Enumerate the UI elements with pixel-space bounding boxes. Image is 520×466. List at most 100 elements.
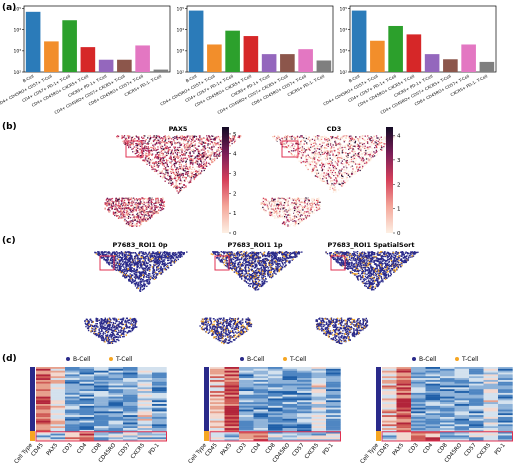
cell-dot [308,209,310,211]
cell-dot [357,154,359,157]
cell-dot [293,207,295,209]
cell-dot [162,197,164,199]
cell-dot [131,209,134,212]
cell-dot [359,169,361,172]
cell-dot [334,149,336,152]
cell-dot [313,135,315,137]
cell-dot [362,148,365,150]
cell-dot [117,217,120,219]
cell-dot [169,181,171,183]
cell-dot [123,207,125,209]
cell-dot [313,155,316,157]
cell-dot [328,171,330,173]
cell-dot [189,151,191,153]
cell-dot [185,137,187,140]
cell-dot [137,204,140,206]
cell-dot [368,137,370,139]
cell-dot [333,169,335,171]
cell-dot [138,142,140,144]
cell-dot [283,223,286,226]
cell-dot [282,215,284,217]
cell-dot [136,261,139,263]
colorbar-tick-label: 4 [233,152,237,158]
cell-dot [161,208,164,211]
cell-dot [185,185,187,187]
cell-dot [330,149,332,151]
cell-dot [214,138,216,141]
cell-dot [305,217,307,220]
cell-dot [199,149,202,151]
cell-dot [314,155,316,157]
cell-dot [313,153,316,155]
cell-dot [352,158,354,160]
cell-dot [184,139,187,142]
cell-dot [312,164,314,166]
cell-dot [342,176,344,178]
cell-dot [304,151,306,154]
cell-dot [160,157,162,160]
cell-dot [332,191,335,193]
cell-dot [140,155,142,157]
cell-dot [300,143,302,145]
cell-dot [303,155,305,157]
cell-dot [283,136,286,138]
colorbar-tick-label: 0 [233,231,237,237]
cell-dot [149,278,151,281]
cell-dot [143,258,145,260]
cell-dot [323,169,325,171]
cell-dot [287,198,289,200]
cell-dot [135,225,137,227]
cell-dot [121,212,123,214]
cell-dot [380,148,382,151]
cell-dot [314,142,316,144]
cell-dot [159,170,161,173]
cell-dot [179,173,181,175]
cell-dot [274,197,277,199]
cell-dot [301,139,303,141]
cell-dot [308,200,310,202]
cell-dot [307,157,309,159]
cell-dot [293,147,295,150]
cell-dot [184,154,186,156]
cell-dot [338,150,340,152]
cell-dot [176,153,178,155]
cell-dot [144,135,146,137]
cell-dot [149,208,151,210]
cell-dot [211,149,213,151]
cell-dot [273,200,276,202]
cell-dot [127,268,129,270]
cell-dot [332,187,335,189]
cell-dot [146,153,148,155]
cell-dot [151,206,153,208]
cell-dot [199,136,201,138]
cell-dot [136,147,138,149]
cell-dot [279,210,281,212]
cell-dot [318,139,320,141]
cell-dot [161,271,164,273]
cell-dot [314,147,316,149]
cell-dot [351,161,353,163]
cell-dot [137,207,139,209]
cell-dot [302,150,304,152]
cell-dot [322,151,324,153]
cell-dot [108,200,111,202]
cell-dot [341,137,343,140]
cell-dot [142,153,144,155]
cell-dot [150,136,152,139]
cell-dot [201,141,203,143]
cell-dot [340,170,342,172]
cell-dot [141,207,143,210]
cell-dot [205,155,208,157]
cell-dot [342,184,345,186]
cell-dot [183,160,185,162]
cell-dot [332,136,334,139]
cell-dot [149,253,151,255]
cell-dot [343,141,345,143]
cell-dot [117,135,120,137]
cell-dot [135,255,137,257]
cell-dot [103,258,105,261]
cell-dot [374,152,376,154]
cell-dot [364,147,367,149]
cell-dot [284,202,286,204]
cell-dot [342,185,344,187]
